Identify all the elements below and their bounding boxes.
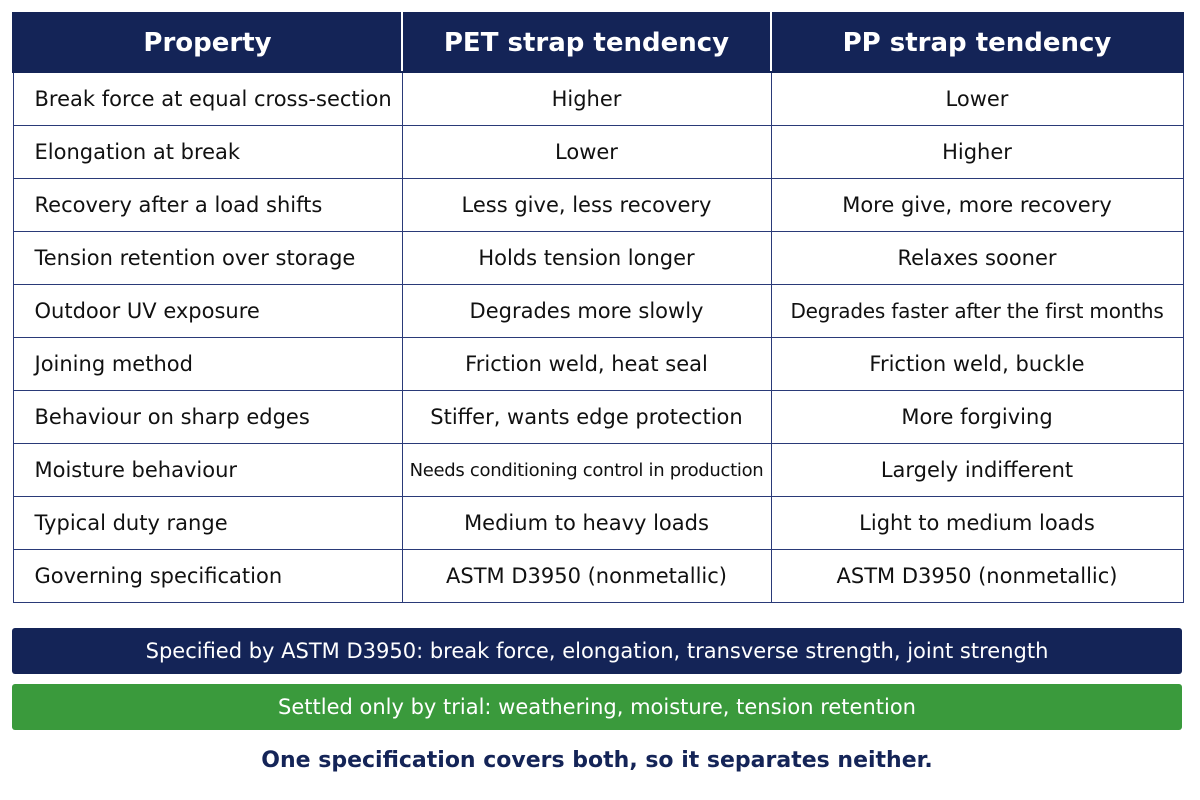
- pp-cell: Light to medium loads: [770, 496, 1184, 550]
- header-pp: PP strap tendency: [770, 12, 1184, 73]
- table-row: Tension retention over storage Holds ten…: [12, 231, 1184, 285]
- header-property: Property: [12, 12, 403, 73]
- pet-cell: Holds tension longer: [401, 231, 772, 285]
- pet-cell: Needs conditioning control in production: [401, 443, 772, 497]
- table-row: Outdoor UV exposure Degrades more slowly…: [12, 284, 1184, 338]
- table-row: Recovery after a load shifts Less give, …: [12, 178, 1184, 232]
- pp-cell: ASTM D3950 (nonmetallic): [770, 549, 1184, 603]
- header-pet: PET strap tendency: [401, 12, 772, 73]
- pet-cell: Friction weld, heat seal: [401, 337, 772, 391]
- specified-banner: Specified by ASTM D3950: break force, el…: [12, 628, 1182, 674]
- property-cell: Joining method: [12, 337, 403, 391]
- property-cell: Outdoor UV exposure: [12, 284, 403, 338]
- pet-cell: ASTM D3950 (nonmetallic): [401, 549, 772, 603]
- property-cell: Moisture behaviour: [12, 443, 403, 497]
- table-row: Joining method Friction weld, heat seal …: [12, 337, 1184, 391]
- property-cell: Behaviour on sharp edges: [12, 390, 403, 444]
- pp-cell: More give, more recovery: [770, 178, 1184, 232]
- pet-cell: Less give, less recovery: [401, 178, 772, 232]
- pet-cell: Stiffer, wants edge protection: [401, 390, 772, 444]
- property-cell: Governing specification: [12, 549, 403, 603]
- table-row: Elongation at break Lower Higher: [12, 125, 1184, 179]
- pp-cell: Friction weld, buckle: [770, 337, 1184, 391]
- table-row: Behaviour on sharp edges Stiffer, wants …: [12, 390, 1184, 444]
- table-row: Governing specification ASTM D3950 (nonm…: [12, 549, 1184, 603]
- pet-cell: Degrades more slowly: [401, 284, 772, 338]
- comparison-table: Property PET strap tendency PP strap ten…: [12, 12, 1184, 603]
- pp-cell: Relaxes sooner: [770, 231, 1184, 285]
- footnote: One specification covers both, so it sep…: [261, 748, 933, 773]
- pp-cell: More forgiving: [770, 390, 1184, 444]
- pp-cell: Largely indifferent: [770, 443, 1184, 497]
- property-cell: Elongation at break: [12, 125, 403, 179]
- property-cell: Typical duty range: [12, 496, 403, 550]
- pp-cell: Higher: [770, 125, 1184, 179]
- pet-cell: Lower: [401, 125, 772, 179]
- property-cell: Break force at equal cross-section: [12, 71, 403, 126]
- table-row: Moisture behaviour Needs conditioning co…: [12, 443, 1184, 497]
- table-row: Break force at equal cross-section Highe…: [12, 71, 1184, 126]
- pet-cell: Higher: [401, 71, 772, 126]
- pp-cell: Degrades faster after the first months: [770, 284, 1184, 338]
- trial-banner: Settled only by trial: weathering, moist…: [12, 684, 1182, 730]
- pet-cell: Medium to heavy loads: [401, 496, 772, 550]
- property-cell: Recovery after a load shifts: [12, 178, 403, 232]
- pp-cell: Lower: [770, 71, 1184, 126]
- table-row: Typical duty range Medium to heavy loads…: [12, 496, 1184, 550]
- table-header-row: Property PET strap tendency PP strap ten…: [12, 12, 1184, 73]
- property-cell: Tension retention over storage: [12, 231, 403, 285]
